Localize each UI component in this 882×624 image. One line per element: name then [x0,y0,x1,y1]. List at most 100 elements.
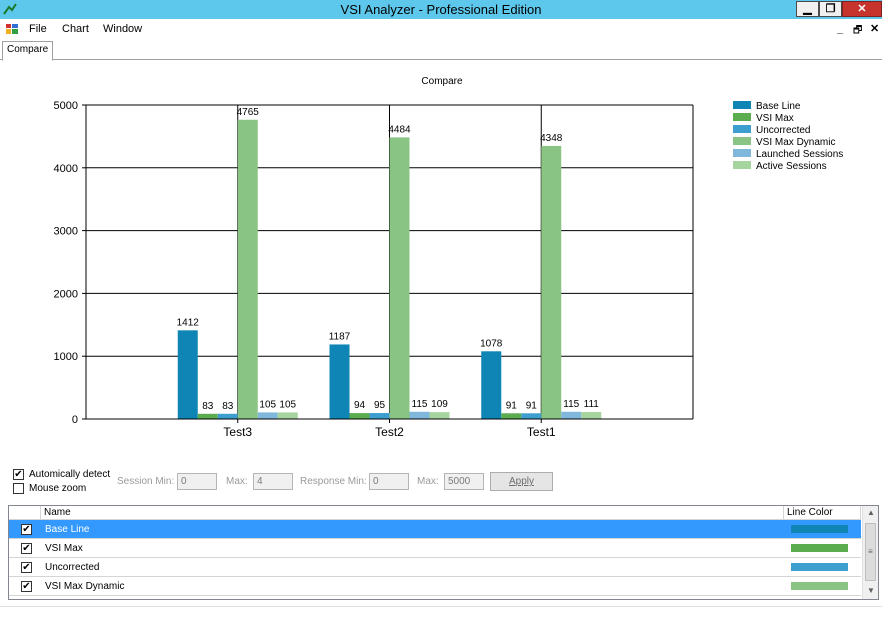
menu-window[interactable]: Window [103,23,143,35]
data-label: 91 [526,400,538,411]
row-name: Base Line [45,524,90,535]
data-label: 105 [259,399,276,410]
legend-entry: VSI Max Dynamic [756,137,835,148]
table-row[interactable]: ✔ VSI Max Dynamic [9,577,861,596]
session-min-label: Session Min: [117,476,175,487]
data-label: 111 [584,399,600,410]
scroll-down-icon[interactable]: ▼ [867,586,875,595]
legend-entry: Uncorrected [756,125,810,136]
compare-chart: Compare 1412 83 83 4765 105 105 1187 94 95 4484 11… [54,76,844,439]
data-label: 4348 [540,133,563,144]
row-name: Uncorrected [45,562,100,573]
legend-entry: VSI Max [756,113,794,124]
apply-button[interactable]: Apply [490,472,553,491]
bar [349,413,370,419]
legend-swatch [733,137,751,145]
auto-detect-checkbox[interactable]: ✔ [13,469,24,480]
line-color-swatch[interactable] [791,582,848,590]
scroll-up-icon[interactable]: ▲ [867,508,875,517]
session-min-input[interactable]: 0 [177,473,217,490]
y-tick-label: 5000 [54,100,78,112]
menu-chart[interactable]: Chart [62,23,89,35]
mouse-zoom-checkbox[interactable] [13,483,24,494]
data-label: 83 [222,401,234,412]
data-label: 115 [563,399,579,410]
minimize-button[interactable]: ▁ [796,1,819,17]
line-color-swatch[interactable] [791,563,848,571]
menu-file[interactable]: File [29,23,47,35]
session-max-label: Max: [226,476,248,487]
x-tick-label: Test1 [527,425,556,439]
x-tick-label: Test2 [375,425,404,439]
status-bar [0,606,882,624]
bar [389,137,410,420]
row-checkbox[interactable]: ✔ [21,581,32,592]
data-label: 4484 [388,124,411,135]
line-color-swatch[interactable] [791,525,848,533]
bar [369,413,390,419]
y-tick-label: 2000 [54,288,78,300]
data-label: 1187 [329,331,351,342]
mdi-close-button[interactable]: ✕ [870,23,880,35]
row-checkbox[interactable]: ✔ [21,524,32,535]
response-max-input[interactable]: 5000 [444,473,484,490]
title-bar: VSI Analyzer - Professional Edition ▁ ❐ … [0,0,882,19]
legend-swatch [733,149,751,157]
grid-header-checkbox [9,506,41,520]
menu-bar: File Chart Window _ 🗗 ✕ [0,19,882,39]
y-tick-label: 3000 [54,226,78,238]
mdi-minimize-button[interactable]: _ [837,23,844,35]
session-max-input[interactable]: 4 [253,473,293,490]
series-grid: Name Line Color ✔ Base Line ✔ VSI Max ✔ Uncor… [8,505,879,600]
grid-header-name[interactable]: Name [41,506,784,520]
x-tick-label: Test3 [223,425,252,439]
bar [521,413,542,419]
data-label: 1078 [480,338,503,349]
table-row[interactable]: ✔ Base Line [9,520,861,539]
data-label: 105 [279,399,296,410]
y-tick-label: 4000 [54,163,78,175]
bar [329,344,350,419]
data-label: 95 [374,400,386,411]
legend-entry: Launched Sessions [756,149,843,160]
data-label: 1412 [177,317,200,328]
document-icon[interactable] [6,24,18,34]
line-color-swatch[interactable] [791,544,848,552]
legend-swatch [733,101,751,109]
bar [581,412,602,419]
data-label: 94 [354,400,366,411]
legend-swatch [733,113,751,121]
tab-strip: Compare [0,39,882,61]
close-button[interactable]: ✕ [842,1,882,17]
bar [409,411,430,419]
y-tick-label: 1000 [54,351,78,363]
bar [257,412,278,419]
bar [541,145,562,419]
table-row[interactable]: ✔ VSI Max [9,539,861,558]
row-name: VSI Max [45,543,83,554]
legend-entry: Base Line [756,101,801,112]
bar [481,351,502,419]
bar [501,413,522,419]
row-checkbox[interactable]: ✔ [21,562,32,573]
bar [429,412,450,419]
maximize-button[interactable]: ❐ [819,1,842,17]
table-row[interactable]: ✔ Uncorrected [9,558,861,577]
grid-header-line-color[interactable]: Line Color [784,506,861,520]
tab-compare[interactable]: Compare [2,41,54,61]
window-title: VSI Analyzer - Professional Edition [340,2,542,17]
bar [277,412,298,419]
response-min-input[interactable]: 0 [369,473,409,490]
chart-title: Compare [421,76,463,87]
legend-swatch [733,125,751,133]
grid-scrollbar[interactable]: ▲ ≡ ▼ [862,506,878,599]
legend-swatch [733,161,751,169]
legend-entry: Active Sessions [756,161,827,172]
mdi-restore-button[interactable]: 🗗 [853,25,863,36]
row-checkbox[interactable]: ✔ [21,543,32,554]
data-label: 91 [506,400,518,411]
bar [197,413,218,419]
app-logo-icon [3,3,17,15]
scroll-thumb[interactable]: ≡ [865,523,876,581]
bar [217,413,238,419]
